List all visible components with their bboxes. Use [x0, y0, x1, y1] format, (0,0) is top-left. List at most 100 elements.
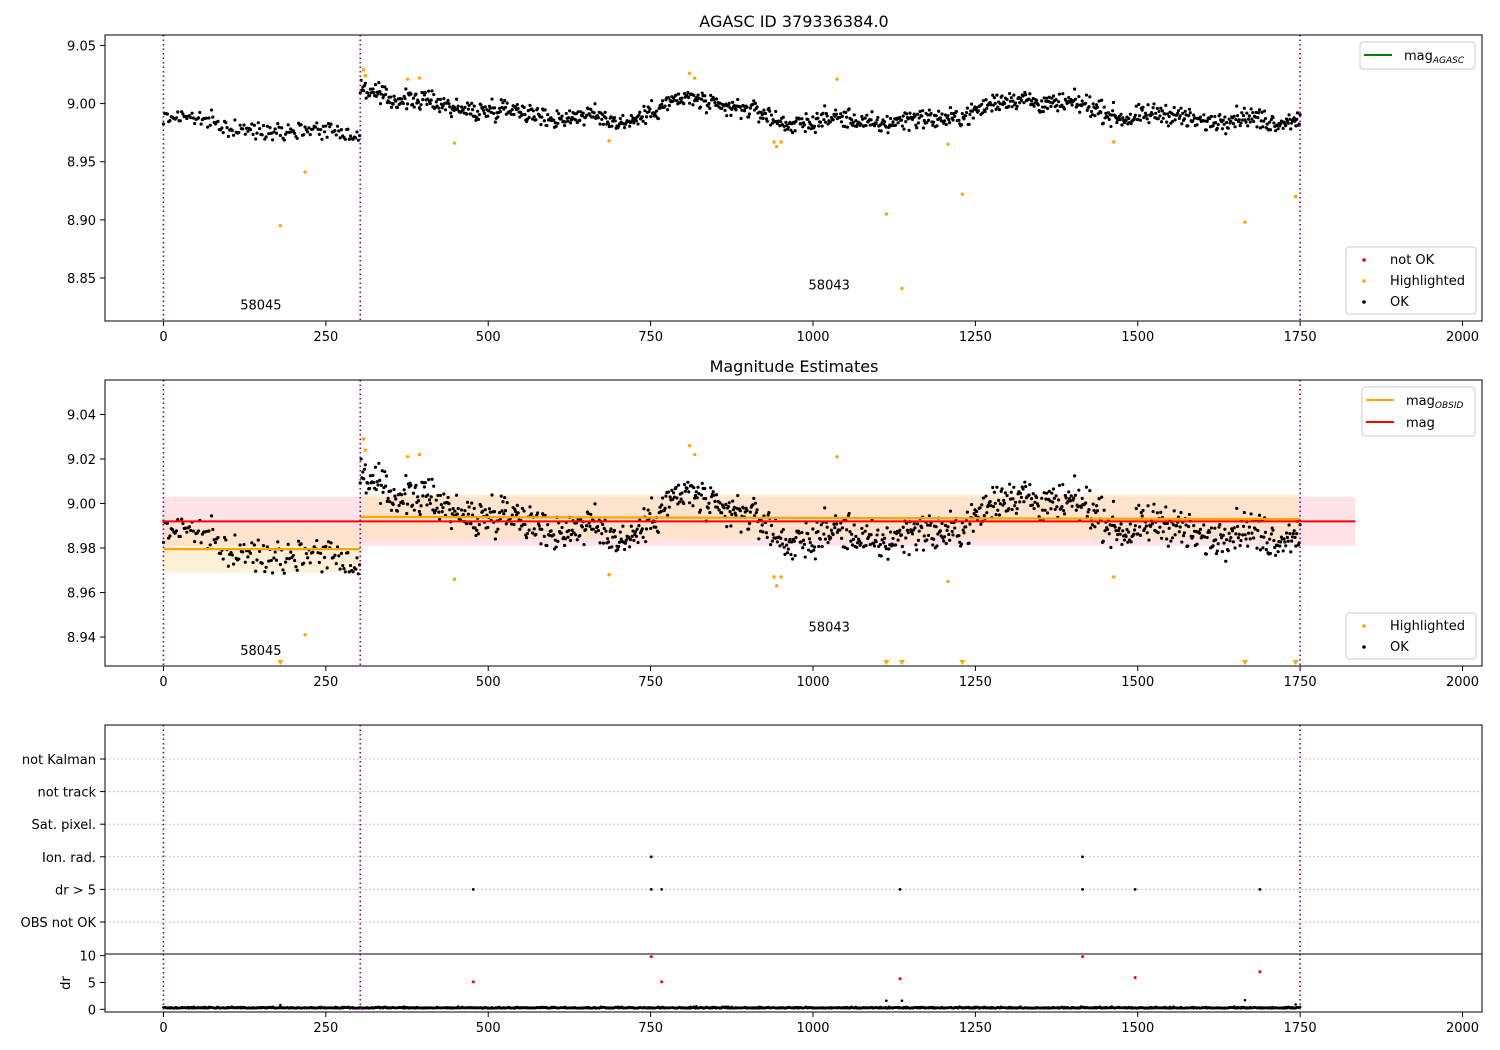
p2-ok-point: [440, 510, 444, 514]
p2-ok-point: [725, 525, 729, 529]
p1-ok-point: [697, 96, 701, 101]
p1-ok-point: [767, 106, 771, 110]
p2-ok-point: [1279, 540, 1283, 544]
p2-ok-point: [1290, 539, 1294, 543]
p1-ok-point: [1203, 119, 1207, 123]
p1-ok-point: [198, 110, 202, 115]
p2-ok-point: [1250, 531, 1254, 535]
p1-ok-point: [1251, 111, 1255, 115]
p2-ok-point: [343, 570, 347, 574]
p1-ok-point: [576, 110, 580, 114]
p1-ok-point: [1134, 104, 1138, 108]
p2-ok-point: [1275, 543, 1279, 547]
p2-ok-point: [1035, 496, 1039, 500]
p2-y-tick-label: 9.02: [67, 453, 96, 468]
p1-ok-point: [822, 117, 826, 122]
p1-ok-point: [490, 97, 494, 101]
p2-ok-point: [264, 565, 268, 569]
p1-ok-point: [432, 92, 436, 97]
p1-ok-point: [870, 110, 874, 114]
p2-ok-point: [325, 566, 329, 570]
p2-ok-point: [1224, 559, 1228, 563]
p2-ok-point: [1159, 510, 1163, 514]
p2-ok-point: [692, 486, 696, 490]
p2-ok-point: [948, 509, 953, 513]
p1-ok-point: [465, 101, 470, 105]
p2-x-tick-label: 250: [313, 675, 338, 690]
p1-ok-point: [1262, 119, 1266, 123]
p2-ok-point: [455, 512, 459, 516]
p1-ok-point: [959, 123, 964, 127]
p2-ok-point: [569, 533, 573, 537]
p1-ok-point: [1049, 104, 1053, 108]
p2-ok-point: [762, 514, 766, 518]
p1-ok-point: [778, 124, 782, 128]
p2-ok-point: [1255, 546, 1259, 550]
p2-ok-point: [811, 527, 815, 531]
p1-ok-point: [282, 138, 286, 142]
p2-ok-point: [1090, 523, 1094, 527]
p2-ok-point: [1121, 529, 1125, 533]
p2-ok-point: [707, 501, 711, 505]
p1-ok-point: [295, 136, 299, 141]
p1-ok-point: [1233, 125, 1237, 129]
p2-ok-point: [1216, 542, 1220, 546]
p1-ok-point: [1155, 106, 1159, 111]
p2-ok-point: [917, 529, 921, 533]
p2-ok-point: [1272, 538, 1276, 543]
p1-ok-point: [404, 87, 408, 91]
p1-ok-point: [694, 95, 698, 100]
p1-ok-point: [492, 106, 497, 110]
p1-ok-point: [944, 122, 948, 127]
p1-ok-point: [333, 128, 337, 133]
p2-ok-point: [1018, 491, 1023, 495]
p2-ok-point: [649, 496, 654, 500]
p2-ok-point: [906, 531, 910, 535]
p2-ok-point: [494, 530, 498, 534]
p2-ok-point: [546, 523, 550, 527]
p1-ok-point: [920, 114, 924, 118]
p1-ok-point: [997, 107, 1002, 112]
p2-highlighted-point: [687, 443, 692, 448]
p2-ok-point: [898, 528, 902, 532]
p1-ok-point: [758, 116, 763, 120]
p1-ok-point: [326, 121, 331, 126]
p1-ok-point: [449, 111, 453, 115]
p1-ok-point: [868, 123, 872, 127]
p2-ok-point: [1239, 538, 1243, 543]
p2-ok-point: [632, 538, 636, 543]
p1-ok-point: [329, 122, 333, 126]
p1-ok-point: [851, 120, 855, 124]
p1-x-tick-label: 250: [313, 330, 338, 345]
p2-ok-point: [1225, 538, 1229, 542]
p1-ok-point: [348, 134, 353, 138]
p2-ok-point: [623, 541, 628, 545]
p1-ok-point: [438, 97, 443, 101]
p2-ok-point: [658, 505, 662, 509]
p2-off-scale-marker: [1241, 660, 1248, 665]
p1-ok-point: [1252, 119, 1256, 124]
p1-ok-point: [894, 123, 898, 127]
p2-ok-point: [1288, 531, 1292, 536]
p2-ok-point: [479, 504, 483, 508]
p1-ok-point: [291, 129, 295, 133]
p2-ok-point: [527, 528, 531, 532]
p1-ok-point: [497, 106, 502, 110]
p1-ok-point: [208, 123, 212, 127]
p1-highlighted-point: [779, 140, 783, 144]
p2-ok-point: [1103, 529, 1107, 533]
p2-ok-point: [1093, 525, 1097, 529]
p2-ok-point: [423, 480, 427, 485]
p2-ok-point: [549, 529, 553, 533]
p2-ok-point: [556, 539, 560, 543]
p2-ok-point: [528, 505, 532, 509]
p1-ok-point: [384, 87, 389, 91]
p2-ok-point: [928, 523, 932, 527]
p2-ok-point: [601, 541, 606, 545]
p2-ok-point: [1030, 503, 1034, 507]
p2-ok-point: [518, 527, 522, 531]
p2-ok-point: [1062, 509, 1066, 513]
p2-ok-point: [389, 489, 393, 493]
p2-ok-point: [957, 533, 961, 538]
p2-ok-point: [916, 538, 921, 542]
